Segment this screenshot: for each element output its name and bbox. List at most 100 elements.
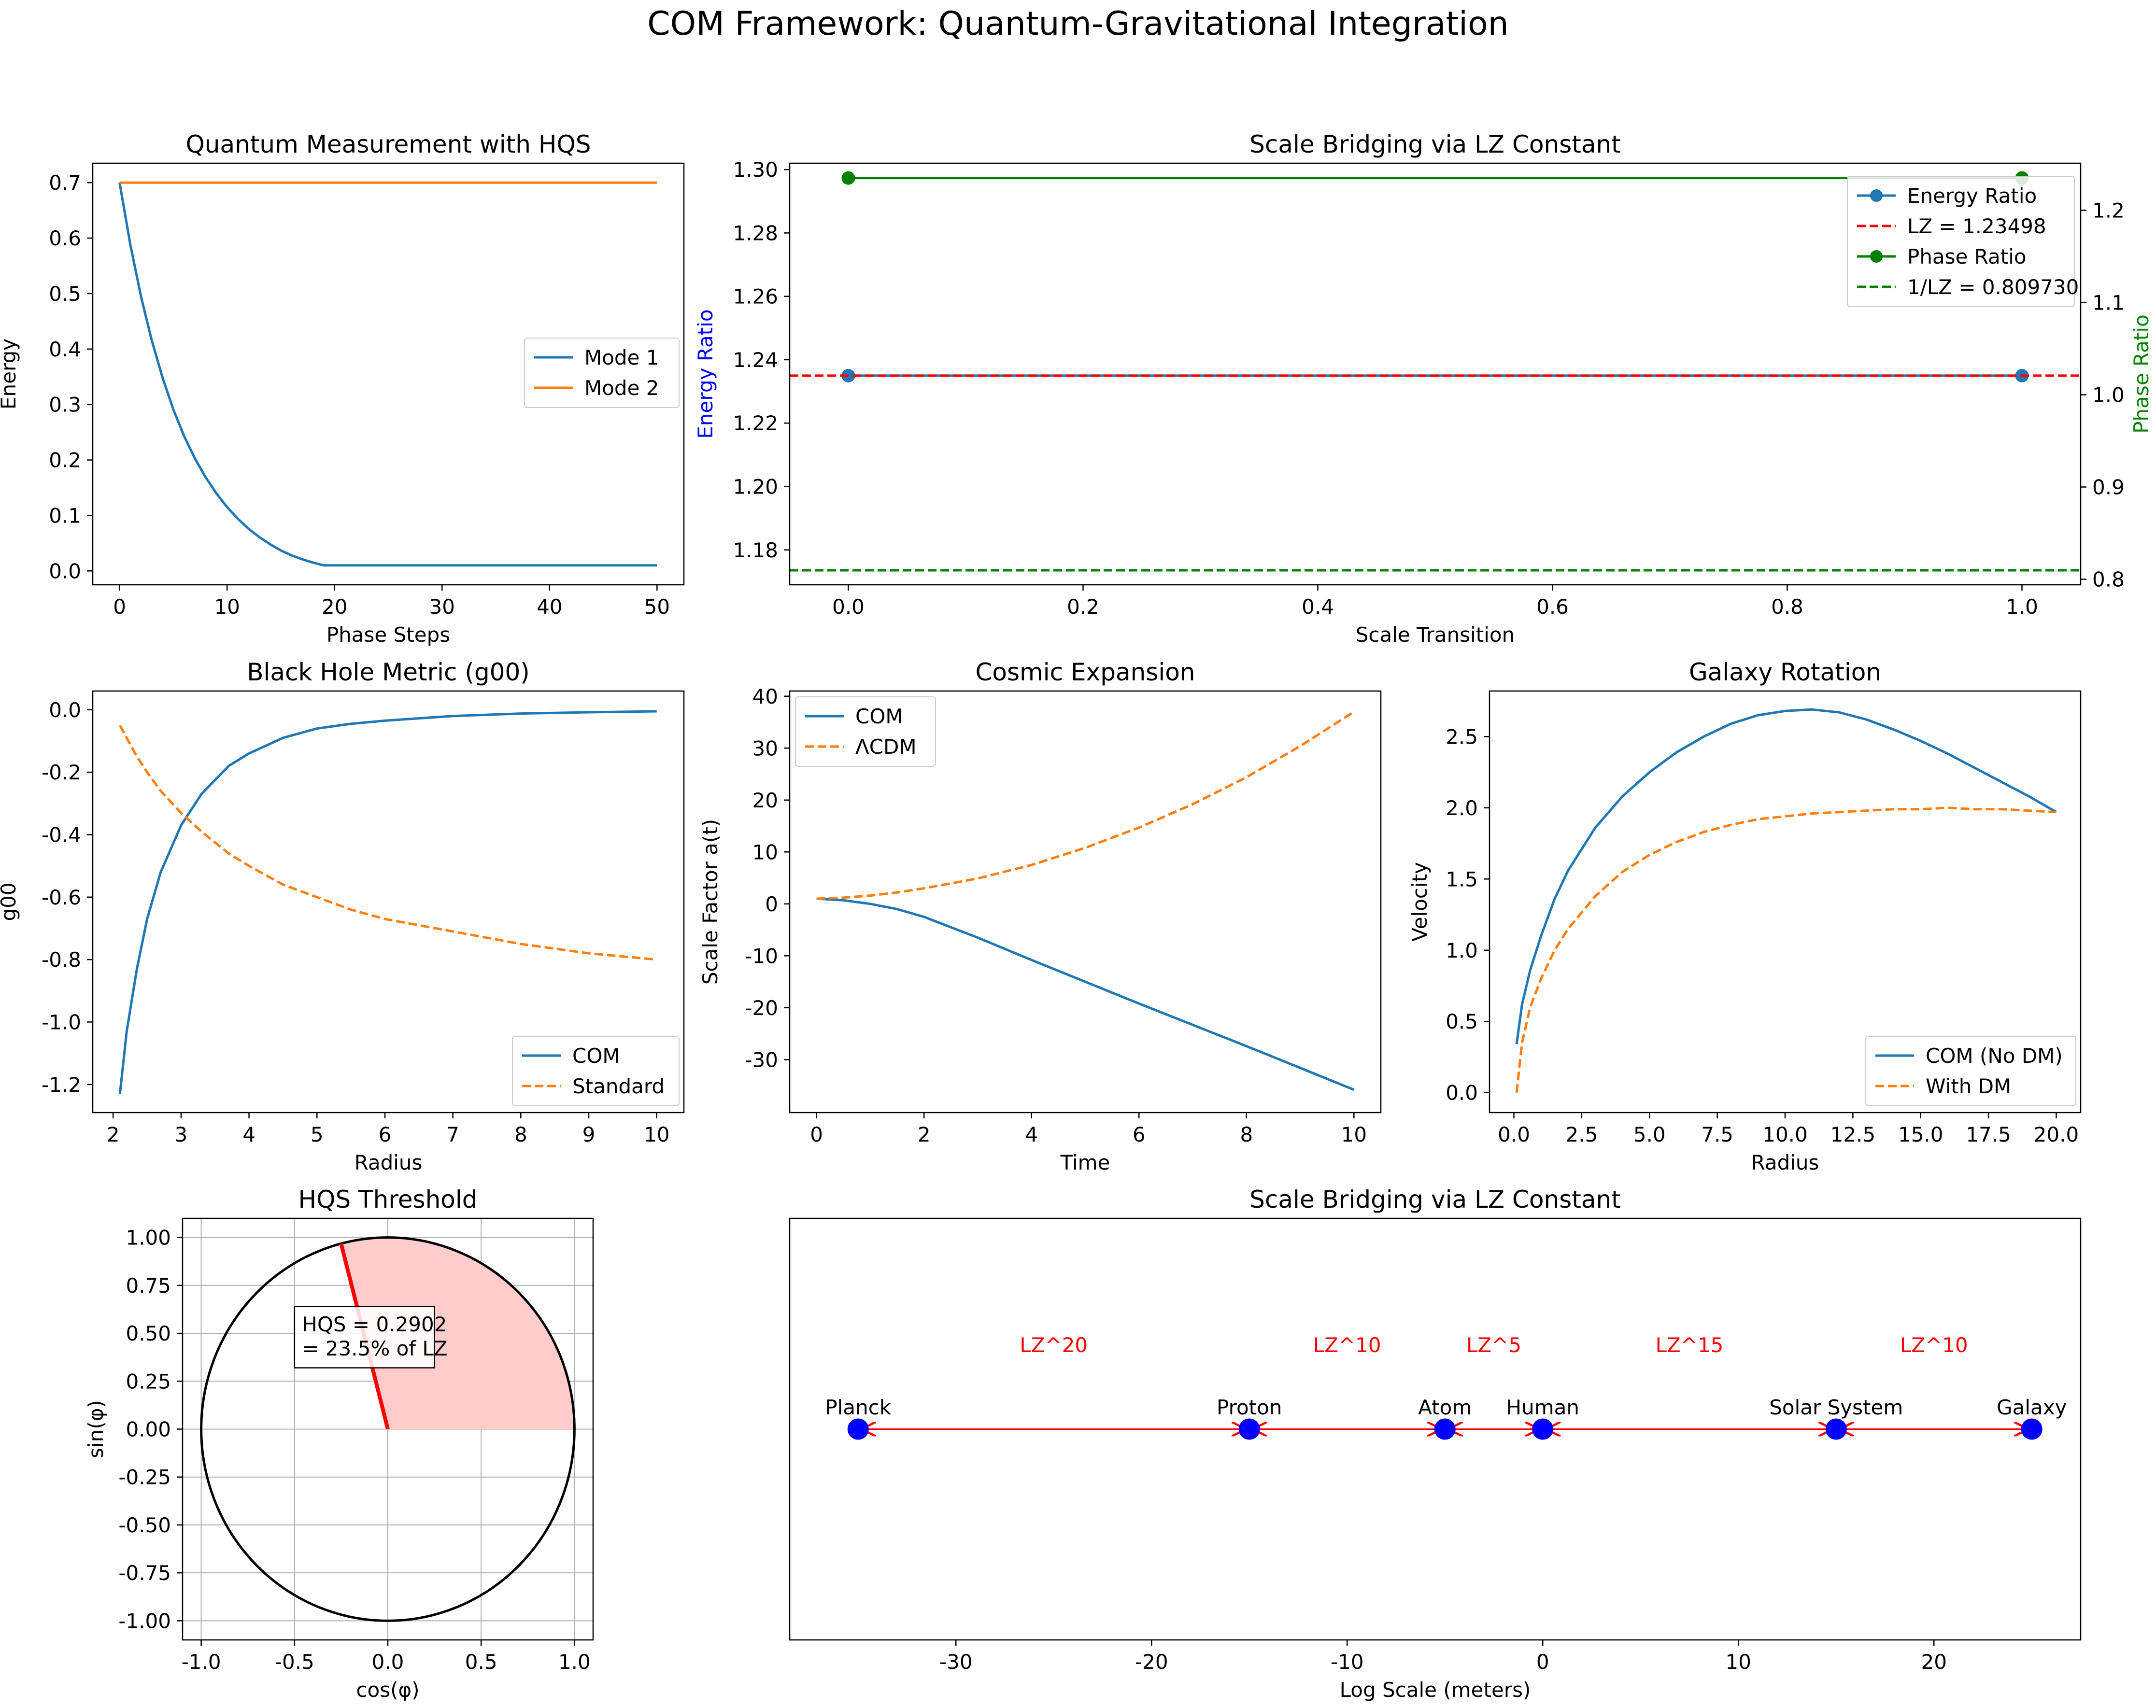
y-tick-label: -1.0	[42, 1010, 81, 1034]
y-tick-label: -0.6	[42, 886, 81, 909]
x-tick-label: 7.5	[1701, 1123, 1733, 1146]
data-point	[841, 171, 855, 185]
series-line-2	[816, 710, 1355, 900]
bridge-label: LZ^5	[1466, 1333, 1521, 1357]
x-tick-label: 30	[429, 595, 455, 619]
bridge-label: LZ^15	[1656, 1333, 1724, 1357]
scale-point	[1434, 1418, 1456, 1440]
x-tick-label: 0.0	[372, 1650, 404, 1674]
x-axis-label: cos(φ)	[356, 1678, 419, 1702]
legend-label: 1/LZ = 0.809730	[1907, 275, 2079, 299]
chart-hqs-threshold: HQS = 0.2902= 23.5% of LZ -1.0 -0.5 0.0 0.5 1…	[84, 1186, 594, 1702]
legend-frame	[1865, 1036, 2076, 1106]
axes-frame	[92, 690, 685, 1114]
x-axis-label: Time	[1060, 1151, 1110, 1174]
y-tick-label: 30	[752, 736, 778, 760]
y-tick-label: 1.18	[733, 538, 778, 562]
axes-title: Scale Bridging via LZ Constant	[1249, 1186, 1621, 1214]
y-axis-label: g00	[0, 882, 20, 921]
y-tick-label: 1.24	[733, 348, 778, 372]
x-tick-label: 20	[322, 595, 347, 619]
x-tick-label: 1.0	[558, 1650, 591, 1674]
y-tick-label: 1.22	[733, 411, 778, 435]
legend-frame	[512, 1036, 680, 1106]
series-line-1	[816, 897, 1355, 1091]
legend-marker	[1870, 189, 1883, 202]
scale-point	[1825, 1418, 1847, 1440]
legend-label: Phase Ratio	[1907, 245, 2027, 268]
x-tick-label: 7	[446, 1123, 459, 1146]
bridge-label: LZ^20	[1020, 1333, 1088, 1357]
y-tick-label: 2.5	[1446, 725, 1478, 748]
x-axis-label: Scale Transition	[1356, 623, 1515, 647]
y-tick-label: 0.00	[126, 1418, 171, 1441]
x-tick-label: 0	[113, 595, 126, 619]
x-axis-label: Radius	[1751, 1151, 1819, 1174]
y-tick-label: 1.20	[733, 475, 778, 499]
axes-title: Scale Bridging via LZ Constant	[1249, 130, 1621, 158]
x-axis-label: Log Scale (meters)	[1340, 1678, 1531, 1702]
x-axis-label: Radius	[355, 1151, 423, 1174]
x-tick-label: 4	[1025, 1123, 1038, 1146]
legend-label: COM	[572, 1044, 620, 1068]
axes-title: Quantum Measurement with HQS	[185, 130, 591, 158]
x-tick-label: -1.0	[182, 1650, 221, 1674]
series-line-1	[118, 710, 657, 1094]
x-tick-label: 6	[1133, 1123, 1146, 1146]
y-tick-label: 40	[752, 685, 778, 708]
y-tick-label: 1.0	[1446, 939, 1478, 962]
bridge-label: LZ^10	[1900, 1333, 1968, 1357]
y-tick-label: -0.8	[42, 948, 81, 972]
legend-label: Energy Ratio	[1907, 184, 2037, 208]
x-tick-label: 20.0	[2034, 1123, 2079, 1146]
x-tick-label: 15.0	[1898, 1123, 1943, 1146]
series-line-1	[118, 182, 657, 567]
y-tick-label: 1.28	[733, 221, 778, 245]
x-tick-label: 2.5	[1566, 1123, 1598, 1146]
legend-label: Standard	[572, 1074, 665, 1098]
y-tick-label: 0.0	[1446, 1081, 1478, 1105]
series-line-1	[1515, 708, 2057, 1045]
y-axis-label: Scale Factor a(t)	[698, 819, 722, 985]
scale-point-label: Planck	[825, 1396, 891, 1419]
x-tick-label: 40	[537, 595, 562, 619]
legend-frame	[524, 338, 680, 408]
scale-point	[847, 1418, 869, 1440]
x-tick-label: 50	[644, 595, 670, 619]
y-axis-label: sin(φ)	[84, 1400, 108, 1458]
legend-frame	[1847, 176, 2075, 307]
x-tick-label: 0.0	[832, 595, 865, 619]
x-tick-label: 9	[582, 1123, 596, 1146]
y-tick-label: 0.1	[49, 504, 81, 527]
x-tick-label: 0.0	[1498, 1123, 1530, 1146]
y-tick-label: -0.4	[42, 823, 81, 847]
annotation-text: = 23.5% of LZ	[302, 1337, 447, 1360]
y-tick-label: 1.5	[1446, 867, 1478, 891]
legend-frame	[795, 696, 936, 767]
y-tick-label: -1.2	[42, 1073, 81, 1097]
y-tick-label: -1.00	[118, 1609, 171, 1633]
x-tick-label: 8	[514, 1123, 527, 1146]
x-tick-label: 0	[810, 1123, 823, 1146]
y-right-tick-label: 0.9	[2092, 476, 2125, 499]
y-right-tick-label: 0.8	[2092, 568, 2125, 592]
legend-label: COM (No DM)	[1926, 1044, 2063, 1068]
x-tick-label: 10	[644, 1123, 669, 1146]
x-tick-label: -30	[939, 1650, 973, 1674]
y-axis-label: Velocity	[1408, 862, 1432, 942]
scale-point	[1238, 1418, 1260, 1440]
x-tick-label: 10	[1726, 1650, 1751, 1674]
scale-point-label: Solar System	[1769, 1396, 1903, 1419]
scale-point	[2021, 1418, 2043, 1440]
x-tick-label: -0.5	[275, 1650, 314, 1674]
x-axis-label: Phase Steps	[326, 623, 450, 647]
legend-label: ΛCDM	[855, 735, 917, 759]
legend-label: COM	[855, 705, 903, 728]
chart-black-hole-metric: 2 3 4 5 6 7 8 9 10 Radius -1.2 -1.0 -0.8 -0.6 -0.4 -0.2…	[0, 658, 685, 1174]
x-tick-label: 5	[311, 1123, 324, 1146]
y-tick-label: -0.25	[118, 1466, 171, 1489]
x-tick-label: 20	[1921, 1650, 1947, 1674]
y-tick-label: 20	[752, 789, 778, 812]
unit-circle	[200, 1236, 576, 1622]
y-tick-label: 1.00	[126, 1226, 171, 1250]
